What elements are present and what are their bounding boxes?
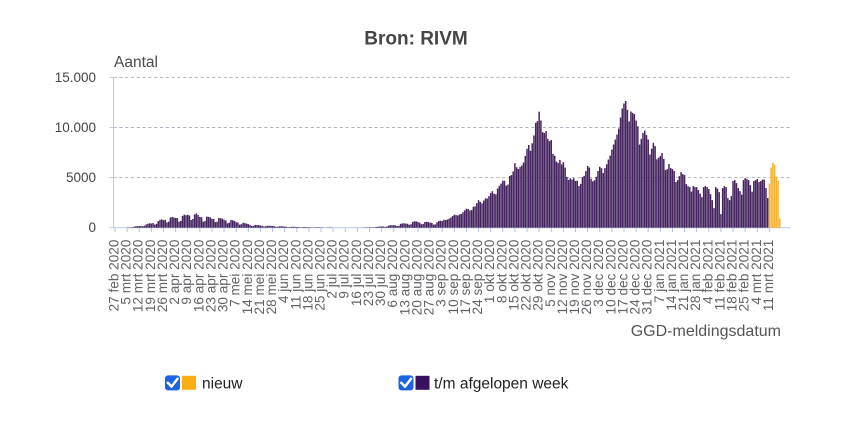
svg-text:13 aug 2020: 13 aug 2020 bbox=[397, 239, 412, 315]
svg-text:10 dec 2020: 10 dec 2020 bbox=[603, 239, 618, 314]
svg-text:3 dec 2020: 3 dec 2020 bbox=[591, 239, 606, 307]
svg-text:26 nov 2020: 26 nov 2020 bbox=[579, 239, 594, 314]
svg-text:26 mrt 2020: 26 mrt 2020 bbox=[155, 239, 170, 312]
svg-text:17 sep 2020: 17 sep 2020 bbox=[458, 239, 473, 314]
svg-text:2 apr 2020: 2 apr 2020 bbox=[167, 239, 182, 304]
svg-text:16 apr 2020: 16 apr 2020 bbox=[191, 239, 206, 312]
svg-text:23 jul 2020: 23 jul 2020 bbox=[361, 239, 376, 306]
svg-text:1 okt 2020: 1 okt 2020 bbox=[482, 239, 497, 303]
svg-text:18 jun 2020: 18 jun 2020 bbox=[300, 239, 315, 310]
svg-text:nieuw: nieuw bbox=[202, 376, 243, 393]
svg-text:7 jan 2021: 7 jan 2021 bbox=[652, 240, 667, 304]
svg-text:14 mei 2020: 14 mei 2020 bbox=[240, 239, 255, 314]
svg-text:17 dec 2020: 17 dec 2020 bbox=[615, 239, 630, 314]
svg-text:5000: 5000 bbox=[66, 170, 96, 185]
svg-text:GGD-meldingsdatum: GGD-meldingsdatum bbox=[631, 323, 781, 340]
svg-text:Bron: RIVM: Bron: RIVM bbox=[364, 29, 467, 50]
svg-text:28 jan 2021: 28 jan 2021 bbox=[688, 240, 703, 311]
svg-text:20 aug 2020: 20 aug 2020 bbox=[409, 239, 424, 315]
svg-text:22 okt 2020: 22 okt 2020 bbox=[519, 239, 534, 310]
svg-text:19 nov 2020: 19 nov 2020 bbox=[567, 239, 582, 314]
svg-text:10 sep 2020: 10 sep 2020 bbox=[446, 239, 461, 314]
svg-text:31 dec 2020: 31 dec 2020 bbox=[640, 239, 655, 314]
svg-text:10.000: 10.000 bbox=[55, 120, 96, 135]
svg-text:15 okt 2020: 15 okt 2020 bbox=[506, 239, 521, 310]
svg-text:30 jul 2020: 30 jul 2020 bbox=[373, 239, 388, 306]
svg-text:8 okt 2020: 8 okt 2020 bbox=[494, 239, 509, 303]
svg-text:23 apr 2020: 23 apr 2020 bbox=[203, 239, 218, 312]
svg-text:6 aug 2020: 6 aug 2020 bbox=[385, 239, 400, 307]
svg-text:3 sep 2020: 3 sep 2020 bbox=[434, 239, 449, 307]
svg-text:18 feb 2021: 18 feb 2021 bbox=[725, 240, 740, 312]
svg-text:27 feb 2020: 27 feb 2020 bbox=[107, 239, 122, 311]
svg-text:19 mrt 2020: 19 mrt 2020 bbox=[143, 239, 158, 312]
svg-text:9 jul 2020: 9 jul 2020 bbox=[337, 239, 352, 298]
svg-text:15.000: 15.000 bbox=[55, 70, 96, 85]
svg-text:24 dec 2020: 24 dec 2020 bbox=[628, 239, 643, 314]
svg-text:21 mei 2020: 21 mei 2020 bbox=[252, 239, 267, 314]
svg-text:9 apr 2020: 9 apr 2020 bbox=[179, 239, 194, 304]
svg-text:27 aug 2020: 27 aug 2020 bbox=[422, 239, 437, 315]
svg-text:11 mrt 2021: 11 mrt 2021 bbox=[761, 240, 776, 312]
svg-text:11 jun 2020: 11 jun 2020 bbox=[288, 239, 303, 309]
svg-text:21 jan 2021: 21 jan 2021 bbox=[676, 240, 691, 311]
svg-text:12 mrt 2020: 12 mrt 2020 bbox=[131, 239, 146, 312]
svg-text:4 jun 2020: 4 jun 2020 bbox=[276, 239, 291, 303]
svg-text:14 jan 2021: 14 jan 2021 bbox=[664, 240, 679, 311]
svg-text:5 nov 2020: 5 nov 2020 bbox=[543, 239, 558, 307]
svg-text:4 mrt 2021: 4 mrt 2021 bbox=[749, 240, 764, 305]
svg-text:2 jul 2020: 2 jul 2020 bbox=[325, 239, 340, 298]
svg-text:24 sep 2020: 24 sep 2020 bbox=[470, 239, 485, 314]
svg-text:28 mei 2020: 28 mei 2020 bbox=[264, 239, 279, 314]
svg-text:Aantal: Aantal bbox=[114, 54, 158, 71]
svg-text:7 mei 2020: 7 mei 2020 bbox=[228, 239, 243, 307]
svg-text:11 feb 2021: 11 feb 2021 bbox=[712, 240, 727, 311]
svg-text:30 apr 2020: 30 apr 2020 bbox=[216, 239, 231, 312]
svg-text:25 feb 2021: 25 feb 2021 bbox=[737, 240, 752, 312]
svg-text:12 nov 2020: 12 nov 2020 bbox=[555, 239, 570, 314]
svg-text:4 feb 2021: 4 feb 2021 bbox=[700, 240, 715, 304]
svg-text:16 jul 2020: 16 jul 2020 bbox=[349, 239, 364, 306]
svg-text:0: 0 bbox=[88, 220, 96, 235]
svg-text:29 okt 2020: 29 okt 2020 bbox=[531, 239, 546, 310]
svg-text:t/m afgelopen week: t/m afgelopen week bbox=[434, 376, 569, 393]
svg-text:25 jun 2020: 25 jun 2020 bbox=[313, 239, 328, 310]
svg-text:5 mrt 2020: 5 mrt 2020 bbox=[119, 239, 134, 304]
